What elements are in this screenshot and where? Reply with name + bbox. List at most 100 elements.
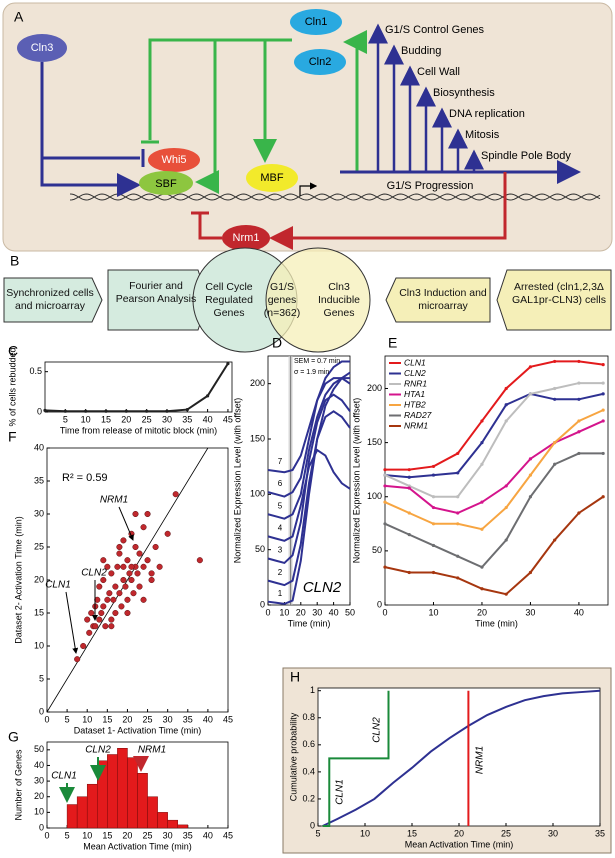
data-point: [528, 392, 533, 396]
x-tick-label: 25: [501, 828, 511, 838]
histogram-bar: [157, 812, 168, 829]
data-point: [601, 495, 605, 499]
data-line: [267, 371, 351, 605]
y-axis-label: Cumulative probability: [288, 712, 298, 801]
data-point: [112, 583, 119, 590]
data-point: [480, 565, 484, 569]
data-point: [104, 409, 108, 413]
data-point: [84, 409, 88, 413]
annotation-arrow: [118, 506, 134, 541]
x-tick-label: 15: [102, 830, 112, 840]
data-point: [383, 565, 387, 569]
data-point: [601, 419, 605, 423]
data-point: [144, 510, 151, 518]
data-line: [267, 377, 350, 520]
protein-nrm1: [222, 225, 270, 251]
data-point: [383, 484, 387, 488]
data-point: [136, 550, 143, 557]
annotation: CLN2: [81, 568, 107, 579]
plot-area: [384, 355, 609, 606]
x-tick-label: 0: [265, 607, 270, 617]
x-tick-label: 5: [315, 828, 320, 838]
x-tick-label: 30: [163, 830, 173, 840]
annotation: NRM1: [100, 495, 128, 506]
data-point: [128, 576, 135, 584]
data-point: [43, 408, 47, 412]
annotation: σ = 1.9 min: [294, 369, 329, 376]
x-tick-label: 20: [122, 714, 132, 724]
annotation: CLN2: [303, 579, 342, 596]
x-tick-label: 35: [595, 828, 605, 838]
panel-label: G: [8, 729, 19, 745]
annotation: CLN2: [85, 745, 111, 756]
y-tick-label: 200: [367, 383, 382, 393]
x-tick-label: 50: [345, 607, 355, 617]
data-point: [480, 527, 484, 531]
protein-whi5: [148, 148, 200, 172]
data-point: [504, 592, 508, 596]
gene-list: G1/S Control Genes Budding Cell Wall Biosyn…: [368, 23, 571, 172]
data-point: [100, 603, 107, 610]
annotation: SEM = 0.7 min: [294, 358, 340, 365]
protein-label: Cln3: [31, 42, 54, 54]
data-point: [165, 409, 169, 413]
histogram-bar: [137, 773, 148, 829]
data-point: [104, 596, 111, 603]
data-point: [124, 557, 131, 564]
data-point: [553, 462, 557, 466]
x-axis-label: Mean Activation Time (min): [405, 839, 514, 849]
data-point: [92, 623, 99, 630]
y-tick-label: 0: [39, 822, 44, 832]
data-point: [148, 576, 155, 584]
data-point: [528, 457, 533, 461]
data-point: [456, 554, 460, 558]
panel-label: C: [8, 343, 18, 359]
data-point: [577, 359, 581, 364]
annotation: CLN2: [372, 717, 383, 743]
data-point: [601, 381, 605, 385]
y-axis-label: Normalized Expression Level (with offset…: [232, 398, 242, 563]
y-tick-label: 40: [34, 442, 44, 452]
data-line: [384, 382, 604, 498]
x-tick-label: 40: [203, 714, 213, 724]
data-point: [456, 522, 460, 526]
annotation: R² = 0.59: [62, 472, 108, 484]
data-point: [431, 543, 436, 548]
data-point: [528, 473, 533, 477]
y-tick-label: 100: [250, 489, 265, 499]
data-line: [385, 360, 604, 471]
y-axis-label: % of cells rebudded: [7, 347, 17, 426]
data-point: [456, 451, 460, 456]
x-tick-label: 10: [428, 607, 438, 617]
x-tick-label: 20: [121, 414, 131, 424]
data-point: [132, 510, 139, 518]
x-tick-label: 10: [82, 714, 92, 724]
data-point: [407, 533, 411, 537]
workflow-step: Cln3 Induction and microarray: [399, 287, 487, 312]
panel-label: F: [8, 429, 17, 445]
data-point: [98, 609, 105, 617]
data-point: [407, 475, 411, 479]
data-point: [102, 623, 109, 630]
histogram-bar: [147, 796, 158, 829]
data-point: [110, 596, 117, 603]
data-point: [112, 609, 119, 617]
y-tick-label: 25: [34, 541, 44, 551]
panel-label: A: [14, 9, 24, 25]
histogram-bar: [127, 757, 138, 829]
protein-cln3: [17, 34, 67, 62]
venn-label: Cln3 Inducible Genes: [317, 281, 361, 319]
data-point: [86, 629, 93, 636]
data-point: [108, 616, 115, 623]
annotation: CLN1: [51, 771, 77, 782]
y-tick-label: 0.5: [29, 366, 42, 376]
protein-label: Whi5: [161, 154, 186, 166]
dna-strand: [69, 193, 601, 201]
panel-a-background: [2, 2, 613, 252]
y-tick-label: 35: [34, 475, 44, 485]
data-point: [431, 464, 436, 469]
x-axis-label: Time from release of mitotic block (min): [60, 425, 217, 435]
data-point: [577, 451, 581, 456]
y-tick-label: 10: [34, 640, 44, 650]
plot-area: [317, 687, 601, 827]
